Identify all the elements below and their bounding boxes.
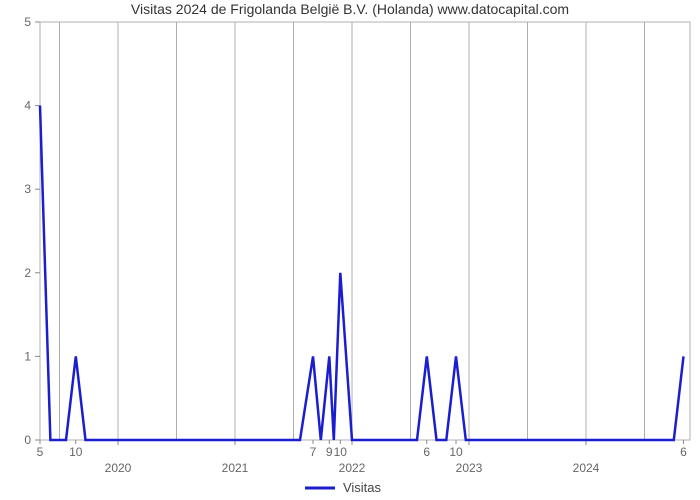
chart-title: Visitas 2024 de Frigolanda België B.V. (… — [131, 1, 569, 17]
svg-text:0: 0 — [24, 433, 31, 447]
svg-text:9: 9 — [326, 445, 333, 459]
svg-text:5: 5 — [24, 15, 31, 29]
chart-container: { "chart": { "type": "line", "title": "V… — [0, 0, 700, 500]
svg-text:2021: 2021 — [222, 461, 249, 475]
legend: Visitas — [305, 480, 382, 495]
svg-text:10: 10 — [334, 445, 348, 459]
svg-text:2023: 2023 — [456, 461, 483, 475]
svg-text:7: 7 — [310, 445, 317, 459]
svg-text:1: 1 — [24, 349, 31, 363]
series-line-visitas — [40, 106, 684, 440]
legend-label: Visitas — [343, 480, 382, 495]
x-axis: 2020202120222023202451079106106 — [37, 440, 688, 475]
svg-text:3: 3 — [24, 182, 31, 196]
svg-text:4: 4 — [24, 99, 31, 113]
svg-text:6: 6 — [423, 445, 430, 459]
svg-text:2: 2 — [24, 266, 31, 280]
svg-text:6: 6 — [680, 445, 687, 459]
svg-text:2024: 2024 — [573, 461, 600, 475]
svg-text:2022: 2022 — [339, 461, 366, 475]
svg-text:10: 10 — [69, 445, 83, 459]
svg-text:10: 10 — [449, 445, 463, 459]
y-axis: 0 1 2 3 4 5 — [24, 15, 40, 447]
line-chart: Visitas 2024 de Frigolanda België B.V. (… — [0, 0, 700, 500]
svg-text:5: 5 — [37, 445, 44, 459]
gridlines — [40, 22, 690, 440]
svg-text:2020: 2020 — [105, 461, 132, 475]
